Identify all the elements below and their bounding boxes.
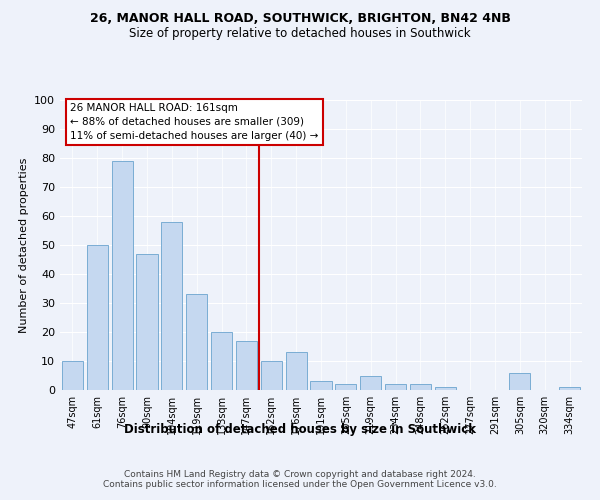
Bar: [186, 294, 207, 390]
Bar: [435, 387, 456, 390]
Bar: [161, 222, 182, 390]
Text: Size of property relative to detached houses in Southwick: Size of property relative to detached ho…: [129, 28, 471, 40]
Bar: [509, 372, 530, 390]
Bar: [261, 361, 282, 390]
Text: 26, MANOR HALL ROAD, SOUTHWICK, BRIGHTON, BN42 4NB: 26, MANOR HALL ROAD, SOUTHWICK, BRIGHTON…: [89, 12, 511, 26]
Bar: [360, 376, 381, 390]
Bar: [559, 387, 580, 390]
Bar: [286, 352, 307, 390]
Text: Distribution of detached houses by size in Southwick: Distribution of detached houses by size …: [124, 422, 476, 436]
Bar: [136, 254, 158, 390]
Bar: [112, 161, 133, 390]
Bar: [211, 332, 232, 390]
Y-axis label: Number of detached properties: Number of detached properties: [19, 158, 29, 332]
Bar: [310, 382, 332, 390]
Bar: [87, 245, 108, 390]
Bar: [335, 384, 356, 390]
Bar: [236, 340, 257, 390]
Text: Contains HM Land Registry data © Crown copyright and database right 2024.
Contai: Contains HM Land Registry data © Crown c…: [103, 470, 497, 490]
Bar: [410, 384, 431, 390]
Bar: [62, 361, 83, 390]
Text: 26 MANOR HALL ROAD: 161sqm
← 88% of detached houses are smaller (309)
11% of sem: 26 MANOR HALL ROAD: 161sqm ← 88% of deta…: [70, 103, 319, 141]
Bar: [385, 384, 406, 390]
